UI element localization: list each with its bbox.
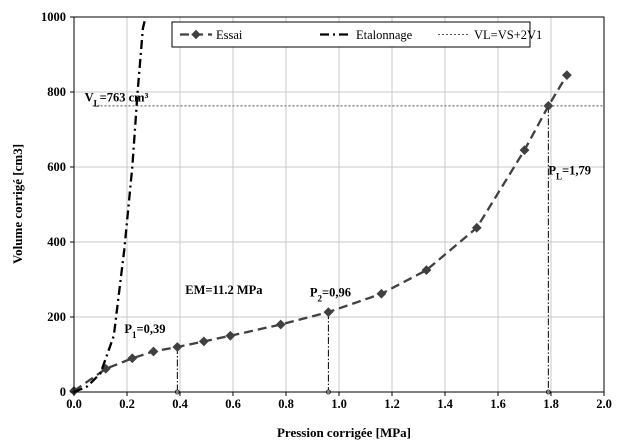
essai-point bbox=[561, 70, 572, 81]
essai-point bbox=[543, 100, 554, 111]
series-essai-line bbox=[73, 74, 568, 392]
x-tick-label: 1.8 bbox=[543, 397, 559, 411]
annotation: PL=1,79 bbox=[548, 164, 591, 182]
x-tick-label: 0.6 bbox=[225, 397, 241, 411]
grid bbox=[73, 16, 605, 393]
annotation: VL=763 cm³ bbox=[85, 90, 149, 108]
x-tick-label: 0.0 bbox=[66, 397, 82, 411]
legend-label: Etalonnage bbox=[356, 28, 413, 42]
x-tick-label: 0.8 bbox=[278, 397, 294, 411]
legend-label: Essai bbox=[216, 28, 243, 42]
essai-point bbox=[198, 336, 209, 347]
axes bbox=[70, 16, 605, 396]
y-tick-label: 600 bbox=[47, 160, 66, 174]
x-tick-label: 2.0 bbox=[596, 397, 612, 411]
y-tick-label: 0 bbox=[60, 385, 66, 399]
annotation: P2=0,96 bbox=[310, 285, 351, 303]
essai-point bbox=[519, 145, 530, 156]
legend: Essai Etalonnage VL=VS+2V1 bbox=[171, 21, 542, 48]
y-tick-label: 800 bbox=[47, 85, 66, 99]
x-tick-label: 0.2 bbox=[119, 397, 135, 411]
legend-label: VL=VS+2V1 bbox=[474, 28, 542, 42]
essai-point bbox=[471, 222, 482, 233]
x-tick-label: 1.6 bbox=[490, 397, 506, 411]
essai-point bbox=[191, 29, 201, 40]
y-axis-title: Volume corrigé [cm3] bbox=[10, 144, 25, 264]
essai-point bbox=[275, 319, 286, 330]
y-tick-label: 1000 bbox=[41, 10, 66, 24]
series bbox=[69, 16, 604, 396]
x-tick-label: 1.0 bbox=[331, 397, 347, 411]
x-tick-label: 0.4 bbox=[172, 397, 188, 411]
annotation: P1=0,39 bbox=[124, 322, 165, 340]
y-tick-label: 200 bbox=[47, 310, 66, 324]
x-tick-label: 1.4 bbox=[437, 397, 453, 411]
annotation: EM=11.2 MPa bbox=[185, 283, 263, 297]
legend-box bbox=[171, 21, 531, 48]
essai-point bbox=[421, 265, 432, 276]
essai-point bbox=[172, 342, 183, 352]
x-tick-label: 1.2 bbox=[384, 397, 400, 411]
essai-point bbox=[225, 330, 236, 341]
x-axis-title: Pression corrigée [MPa] bbox=[277, 425, 411, 440]
reference-lines bbox=[174, 105, 551, 395]
tick-labels: 0.0 0.2 0.4 0.6 0.8 1.0 1.2 1.4 1.6 1.8 2.0 0 200 400… bbox=[41, 10, 612, 411]
essai-point bbox=[127, 353, 138, 364]
essai-point bbox=[376, 288, 387, 299]
annotations: VL=763 cm³ PL=1,79 P2=0,96 P1=0,39 EM=11.2 M… bbox=[85, 90, 591, 339]
series-etalonnage-line bbox=[73, 16, 147, 394]
essai-point bbox=[323, 307, 334, 318]
y-tick-label: 400 bbox=[47, 235, 66, 249]
essai-point bbox=[148, 346, 159, 357]
